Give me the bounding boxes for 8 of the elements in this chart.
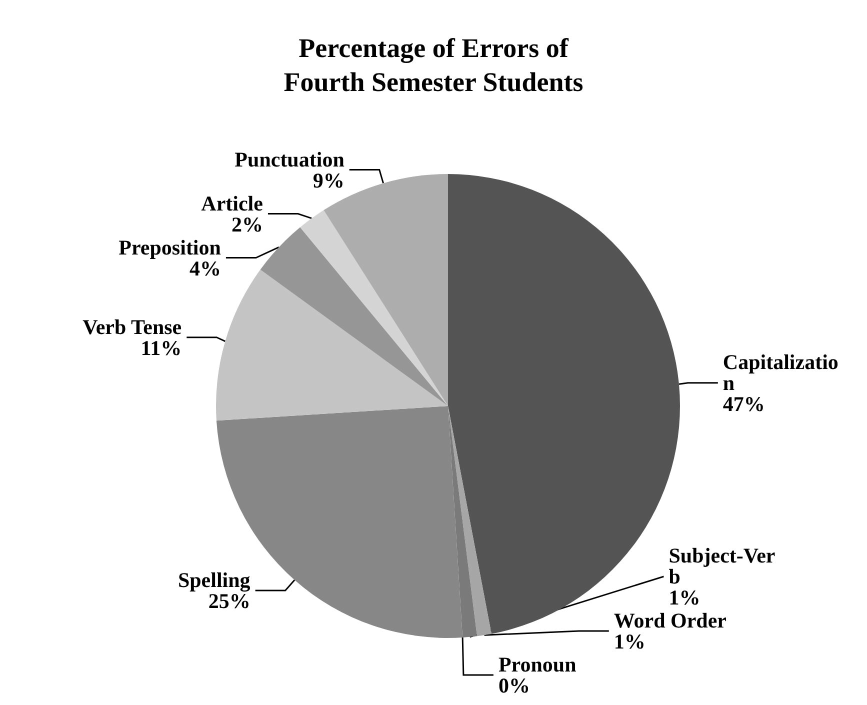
data-label: 1% bbox=[614, 630, 646, 654]
legend-label: Pronoun bbox=[498, 652, 577, 676]
slice-label: Word Order bbox=[614, 608, 726, 632]
slice-label: Subject-Verb bbox=[668, 544, 776, 588]
data-label: 1% bbox=[668, 586, 700, 610]
slice-label: Spelling bbox=[178, 568, 251, 592]
chart-title: Percentage of Errors of Fourth Semester Students bbox=[284, 33, 584, 97]
text: 0% bbox=[498, 674, 530, 698]
